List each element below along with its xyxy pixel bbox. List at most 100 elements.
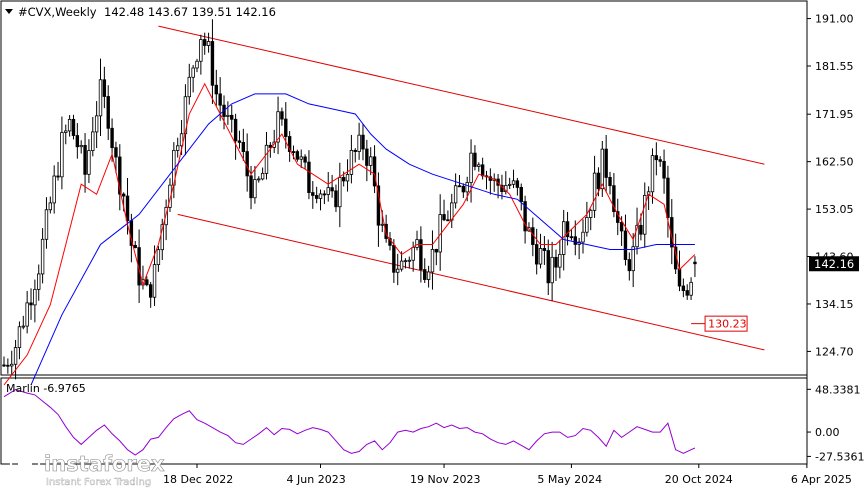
target-marker: 130.23 — [691, 315, 748, 332]
candle-body — [341, 177, 346, 182]
current-price-tag-bg — [809, 256, 859, 272]
candle-body — [160, 224, 164, 251]
oscillator-line — [3, 389, 696, 456]
candle-body — [60, 132, 64, 178]
candle-body — [550, 256, 554, 284]
candle-body — [187, 76, 191, 98]
candle-body — [37, 273, 41, 290]
candle-body — [461, 185, 466, 193]
candle-body — [322, 193, 327, 196]
candle-body — [380, 223, 384, 226]
price-tick-label: 181.55 — [815, 60, 854, 73]
candle-body — [515, 180, 520, 188]
channel-lower-line — [177, 213, 765, 351]
candle-body — [507, 183, 512, 186]
candle-body — [83, 145, 87, 175]
candle-body — [565, 221, 570, 238]
price-tick-label: 134.15 — [815, 298, 854, 311]
ma-fast-layer — [3, 82, 696, 386]
candle-body — [608, 177, 612, 187]
candle-body — [376, 185, 381, 226]
channel-upper-line — [158, 25, 765, 165]
candle-body — [284, 118, 288, 137]
time-tick-label: 6 Apr 2025 — [791, 473, 852, 486]
candle-body — [218, 93, 222, 106]
candle-body — [175, 145, 180, 151]
candle-body — [504, 185, 508, 192]
candle-body — [314, 195, 319, 199]
candle-body — [384, 223, 388, 239]
candle-body — [349, 149, 354, 175]
candle-body — [407, 259, 411, 262]
candle-body — [6, 364, 10, 367]
candle-body — [245, 151, 249, 177]
price-tick-label: 191.00 — [815, 13, 854, 26]
candle-body — [133, 245, 137, 249]
candle-body — [666, 177, 670, 218]
candle-body — [307, 161, 311, 193]
candle-body — [44, 209, 49, 240]
main-plot-area[interactable] — [0, 0, 808, 376]
candle-body — [442, 214, 446, 221]
candle-body — [592, 172, 597, 211]
indicator-plot-area[interactable] — [0, 377, 808, 465]
candle-body — [361, 134, 365, 150]
candle-body — [299, 156, 303, 160]
candle-body — [280, 111, 284, 120]
collapse-arrow-icon[interactable] — [5, 9, 13, 14]
time-tick-label: 20 Oct 2024 — [665, 473, 733, 486]
candle-body — [534, 244, 539, 265]
candle-body — [430, 248, 435, 273]
candle-body — [581, 231, 585, 243]
time-tick-label: 18 Dec 2022 — [163, 473, 233, 486]
candle-body — [287, 136, 292, 152]
candle-body — [558, 254, 562, 268]
candle-body — [102, 79, 107, 97]
candle-body — [473, 152, 477, 167]
candle-body — [2, 364, 6, 367]
candle-body — [658, 159, 662, 162]
candle-body — [29, 302, 33, 306]
candle-body — [67, 118, 72, 132]
candle-body — [423, 269, 427, 280]
candles-layer — [2, 19, 697, 380]
candle-body — [677, 268, 682, 287]
candle-body — [94, 115, 99, 133]
time-axis: 18 Dec 2022 4 Jun 2023 19 Nov 2023 5 May 20… — [163, 464, 852, 486]
candle-body — [399, 260, 404, 270]
candle-body — [214, 84, 218, 95]
channel-lines — [158, 25, 765, 351]
candle-body — [600, 148, 604, 190]
instaforex-logo-icon — [9, 448, 41, 480]
candle-body — [689, 281, 693, 296]
candle-body — [79, 145, 83, 148]
candle-body — [87, 150, 91, 175]
candle-body — [110, 127, 114, 149]
candle-body — [419, 239, 423, 270]
candle-body — [357, 134, 361, 152]
candle-body — [241, 142, 246, 152]
candle-body — [554, 256, 558, 268]
ma-slow-line — [30, 93, 695, 386]
candle-body — [148, 284, 153, 298]
candle-body — [98, 79, 103, 117]
candle-body — [276, 111, 280, 143]
candle-body — [353, 149, 357, 152]
candle-body — [71, 118, 76, 136]
candle-body — [662, 160, 666, 179]
candle-body — [573, 236, 577, 245]
candle-body — [121, 193, 126, 197]
candle-body — [639, 224, 643, 235]
ma-fast-line — [3, 82, 696, 386]
candle-body — [237, 140, 242, 143]
watermark-brand: instaforex — [44, 452, 165, 476]
candle-body — [330, 187, 334, 192]
target-value: 130.23 — [708, 318, 747, 331]
candle-body — [511, 180, 516, 185]
ma-slow-layer — [30, 93, 695, 386]
oscillator-layer — [3, 389, 696, 456]
candle-body — [345, 174, 350, 182]
candle-body — [56, 175, 60, 178]
candle-body — [260, 172, 265, 180]
